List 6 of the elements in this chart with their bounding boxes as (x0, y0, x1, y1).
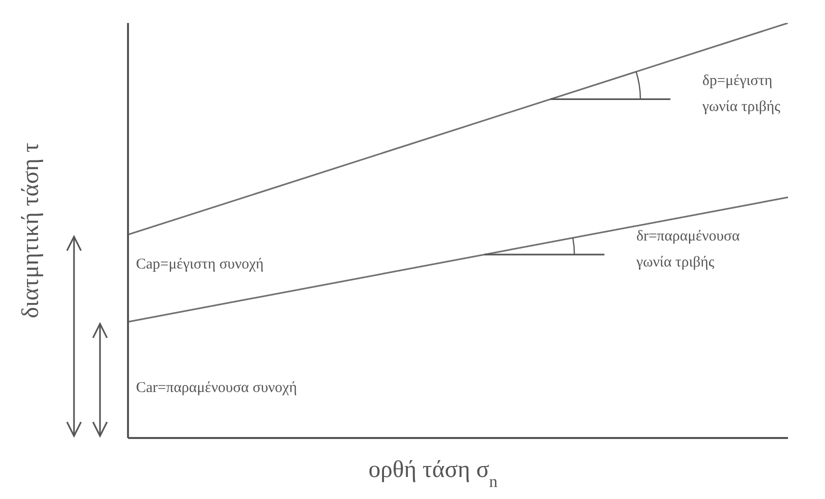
annotation: δp=μέγιστη γωνία τριβής (701, 73, 780, 116)
annotation: Car=παραμένουσα συνοχή (136, 380, 298, 396)
x-axis-title: ορθή τάση σ$_{n}$ (368, 457, 498, 490)
annotation: δr=παραμένουσα γωνία τριβής (635, 228, 740, 271)
y-axis-title: διατμητική τάση τ (18, 142, 44, 318)
annotation: Cap=μέγιστη συνοχή (136, 256, 264, 273)
